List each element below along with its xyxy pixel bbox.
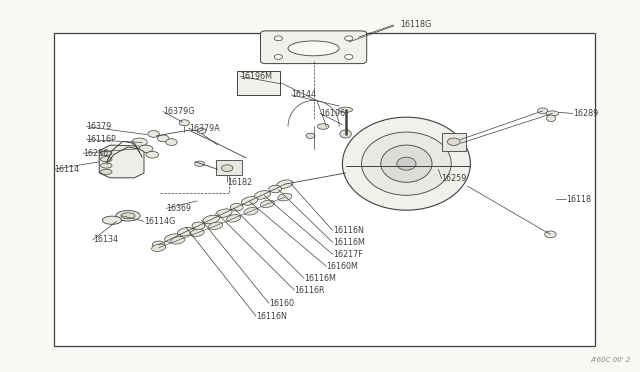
Ellipse shape: [274, 36, 283, 41]
Text: 16116M: 16116M: [304, 274, 336, 283]
Bar: [237, 71, 280, 95]
Ellipse shape: [100, 157, 112, 162]
Ellipse shape: [146, 151, 159, 158]
Ellipse shape: [227, 215, 241, 222]
Bar: [216, 160, 242, 175]
Ellipse shape: [260, 200, 275, 208]
Text: 16259: 16259: [442, 174, 467, 183]
Ellipse shape: [288, 41, 339, 56]
Ellipse shape: [171, 237, 185, 244]
Ellipse shape: [230, 203, 243, 211]
Ellipse shape: [447, 138, 460, 145]
Ellipse shape: [339, 107, 353, 112]
FancyBboxPatch shape: [260, 31, 367, 64]
Text: 16116R: 16116R: [294, 286, 325, 295]
Text: 16114G: 16114G: [144, 217, 175, 226]
Ellipse shape: [100, 169, 112, 174]
Ellipse shape: [538, 108, 548, 114]
Ellipse shape: [278, 193, 292, 201]
Bar: [442, 133, 466, 151]
Ellipse shape: [179, 120, 189, 126]
Ellipse shape: [100, 163, 112, 168]
Ellipse shape: [148, 131, 159, 137]
Text: 16116N: 16116N: [333, 226, 364, 235]
Bar: [54, 33, 595, 346]
Ellipse shape: [121, 213, 135, 219]
Text: 16182: 16182: [227, 178, 252, 187]
Text: 16289: 16289: [573, 109, 598, 118]
Ellipse shape: [203, 215, 220, 224]
Ellipse shape: [274, 54, 283, 59]
Text: 16160: 16160: [269, 299, 294, 308]
Text: 16217F: 16217F: [333, 250, 362, 259]
Ellipse shape: [221, 165, 233, 171]
Polygon shape: [99, 145, 144, 178]
Ellipse shape: [197, 128, 206, 134]
Ellipse shape: [209, 222, 223, 230]
Text: 16379G: 16379G: [163, 107, 195, 116]
Ellipse shape: [306, 133, 315, 138]
Text: 16118G: 16118G: [400, 20, 431, 29]
Text: 16144: 16144: [291, 90, 316, 99]
Ellipse shape: [152, 241, 165, 248]
Ellipse shape: [116, 211, 140, 221]
Text: 16134: 16134: [93, 235, 118, 244]
Ellipse shape: [342, 117, 470, 210]
Text: 16116P: 16116P: [86, 135, 116, 144]
Text: 16369: 16369: [166, 204, 191, 213]
Ellipse shape: [244, 208, 258, 215]
Ellipse shape: [192, 222, 205, 230]
Text: 16236: 16236: [83, 149, 108, 158]
Text: 16196: 16196: [320, 109, 345, 118]
Ellipse shape: [545, 231, 556, 238]
Ellipse shape: [254, 191, 271, 199]
Ellipse shape: [216, 209, 232, 217]
Ellipse shape: [269, 185, 282, 193]
Ellipse shape: [100, 151, 112, 156]
Ellipse shape: [152, 244, 166, 251]
Ellipse shape: [132, 138, 147, 146]
Ellipse shape: [166, 139, 177, 145]
Text: 16114: 16114: [54, 165, 79, 174]
Ellipse shape: [139, 145, 153, 153]
Ellipse shape: [344, 54, 353, 59]
Ellipse shape: [157, 135, 169, 142]
Ellipse shape: [317, 124, 329, 129]
Text: 16379: 16379: [86, 122, 111, 131]
Ellipse shape: [547, 115, 556, 122]
Ellipse shape: [190, 229, 204, 237]
Text: 16160M: 16160M: [326, 262, 358, 271]
Text: 16116N: 16116N: [256, 312, 287, 321]
Text: A'60C 00' 2: A'60C 00' 2: [590, 357, 630, 363]
Ellipse shape: [164, 234, 181, 242]
Ellipse shape: [381, 145, 432, 182]
Ellipse shape: [177, 228, 194, 236]
Text: 16379A: 16379A: [189, 124, 220, 133]
Ellipse shape: [340, 130, 351, 138]
Ellipse shape: [195, 161, 205, 166]
Ellipse shape: [546, 111, 559, 116]
Text: 16118: 16118: [566, 195, 591, 203]
Text: 16196M: 16196M: [240, 72, 272, 81]
Ellipse shape: [362, 132, 451, 195]
Ellipse shape: [102, 216, 122, 224]
Ellipse shape: [344, 36, 353, 41]
Ellipse shape: [397, 157, 416, 170]
Text: 16116M: 16116M: [333, 238, 365, 247]
Ellipse shape: [241, 197, 258, 205]
Ellipse shape: [276, 180, 293, 188]
